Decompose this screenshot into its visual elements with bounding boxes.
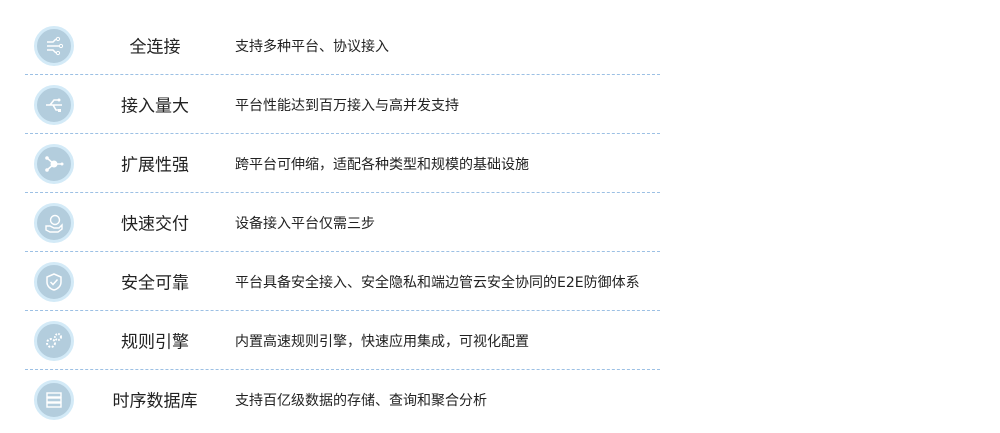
- delivery-hand-icon: [34, 202, 74, 243]
- feature-description: 内置高速规则引擎，快速应用集成，可视化配置: [235, 333, 529, 350]
- network-node-icon: [34, 143, 74, 184]
- feature-name: 扩展性强: [121, 154, 189, 175]
- feature-description: 跨平台可伸缩，适配各种类型和规模的基础设施: [235, 156, 529, 173]
- usb-icon: [34, 84, 74, 125]
- feature-row: 安全可靠 平台具备安全接入、安全隐私和端边管云安全协同的E2E防御体系: [25, 252, 660, 311]
- feature-name: 时序数据库: [112, 390, 198, 411]
- feature-description: 支持百亿级数据的存储、查询和聚合分析: [235, 392, 487, 409]
- shield-check-icon: [34, 261, 74, 302]
- feature-name: 快速交付: [121, 213, 189, 234]
- feature-description: 平台具备安全接入、安全隐私和端边管云安全协同的E2E防御体系: [235, 274, 640, 291]
- feature-name: 接入量大: [121, 95, 189, 116]
- feature-row: 接入量大 平台性能达到百万接入与高并发支持: [25, 75, 660, 134]
- gears-icon: [34, 320, 74, 361]
- feature-row: 时序数据库 支持百亿级数据的存储、查询和聚合分析: [25, 370, 660, 429]
- feature-name: 全连接: [129, 36, 181, 57]
- divider: [25, 251, 660, 252]
- feature-row: 规则引擎 内置高速规则引擎，快速应用集成，可视化配置: [25, 311, 660, 370]
- connection-icon: [34, 25, 74, 66]
- divider: [25, 133, 660, 134]
- divider: [25, 310, 660, 311]
- divider: [25, 369, 660, 370]
- feature-row: 扩展性强 跨平台可伸缩，适配各种类型和规模的基础设施: [25, 134, 660, 193]
- feature-description: 支持多种平台、协议接入: [235, 38, 389, 55]
- divider: [25, 192, 660, 193]
- feature-row: 快速交付 设备接入平台仅需三步: [25, 193, 660, 252]
- feature-description: 平台性能达到百万接入与高并发支持: [235, 97, 459, 114]
- feature-description: 设备接入平台仅需三步: [235, 215, 375, 232]
- divider: [25, 74, 660, 75]
- feature-row: 全连接 支持多种平台、协议接入: [25, 16, 660, 75]
- feature-name: 规则引擎: [121, 331, 189, 352]
- database-icon: [34, 379, 74, 420]
- feature-name: 安全可靠: [121, 272, 189, 293]
